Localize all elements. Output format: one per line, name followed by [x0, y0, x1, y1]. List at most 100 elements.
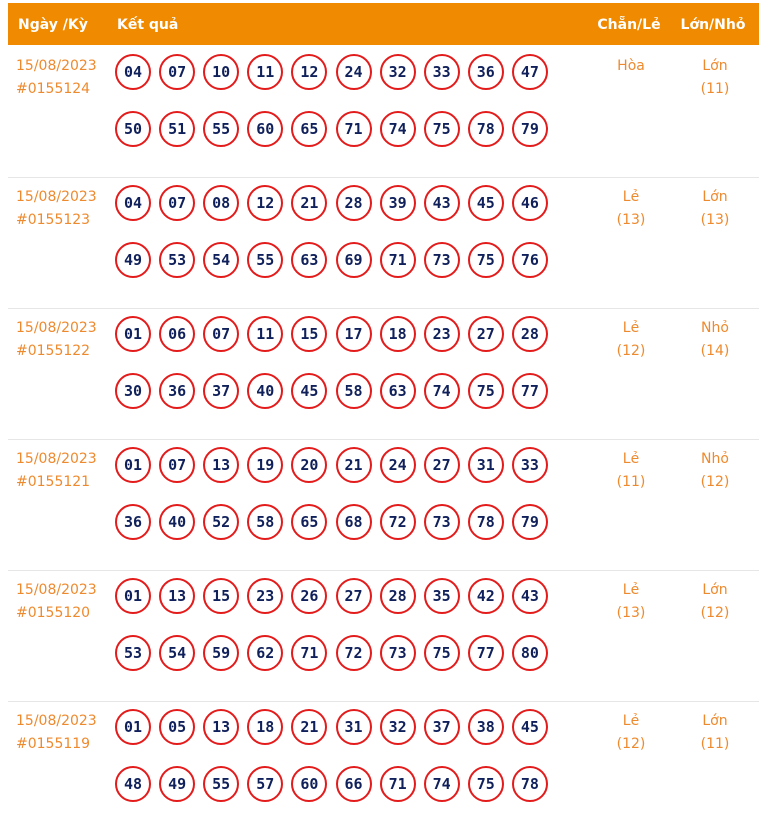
result-ball: 78	[467, 111, 504, 147]
result-ball: 38	[467, 709, 504, 745]
result-ball: 26	[291, 578, 328, 614]
result-ball: 57	[247, 766, 284, 802]
result-ball: 75	[467, 373, 504, 409]
result-ball: 36	[467, 54, 504, 90]
result-ball: 71	[379, 242, 416, 278]
result-ball: 75	[423, 635, 460, 671]
result-ball: 28	[511, 316, 548, 352]
result-ball: 20	[291, 447, 328, 483]
draw-id: #0155124	[16, 81, 91, 97]
result-ball: 48	[115, 766, 151, 802]
result-ball: 72	[335, 635, 372, 671]
result-ball: 74	[423, 373, 460, 409]
parity-label: Lẻ	[622, 582, 640, 598]
row-separator	[8, 308, 759, 309]
row-separator	[8, 439, 759, 440]
result-ball: 37	[423, 709, 460, 745]
draw-date: 15/08/2023	[16, 582, 97, 598]
result-ball: 07	[159, 54, 196, 90]
result-ball: 55	[247, 242, 284, 278]
result-ball: 15	[291, 316, 328, 352]
result-ball: 10	[203, 54, 240, 90]
result-ball: 04	[115, 54, 151, 90]
result-ball: 74	[379, 111, 416, 147]
draw-id: #0155122	[16, 343, 91, 359]
result-ball: 63	[291, 242, 328, 278]
result-ball: 23	[423, 316, 460, 352]
result-ball: 27	[423, 447, 460, 483]
result-ball: 73	[423, 504, 460, 540]
result-ball: 01	[115, 709, 151, 745]
size-label: Lớn	[702, 189, 728, 205]
parity-label: Lẻ	[622, 320, 640, 336]
size-count: (13)	[700, 212, 730, 228]
draw-id: #0155120	[16, 605, 91, 621]
result-ball: 65	[291, 504, 328, 540]
result-ball: 49	[159, 766, 196, 802]
result-ball: 71	[379, 766, 416, 802]
result-ball: 60	[247, 111, 284, 147]
result-ball: 65	[291, 111, 328, 147]
result-ball: 21	[291, 185, 328, 221]
parity-label: Hòa	[617, 58, 645, 74]
result-ball: 54	[159, 635, 196, 671]
result-ball: 33	[511, 447, 548, 483]
result-ball: 24	[379, 447, 416, 483]
result-ball: 59	[203, 635, 240, 671]
parity-count: (12)	[616, 736, 646, 752]
result-ball: 78	[511, 766, 548, 802]
result-ball: 07	[159, 447, 196, 483]
result-ball: 21	[335, 447, 372, 483]
result-ball: 45	[467, 185, 504, 221]
result-ball: 01	[115, 316, 151, 352]
result-ball: 52	[203, 504, 240, 540]
draw-date: 15/08/2023	[16, 58, 97, 74]
result-ball: 69	[335, 242, 372, 278]
result-ball: 79	[511, 111, 548, 147]
result-ball: 32	[379, 54, 416, 90]
size-label: Lớn	[702, 58, 728, 74]
result-ball: 75	[467, 766, 504, 802]
parity-count: (12)	[616, 343, 646, 359]
size-count: (11)	[700, 736, 730, 752]
result-ball: 40	[159, 504, 196, 540]
result-ball: 36	[115, 504, 151, 540]
result-ball: 32	[379, 709, 416, 745]
row-separator	[8, 701, 759, 702]
draw-id: #0155123	[16, 212, 91, 228]
result-ball: 05	[159, 709, 196, 745]
result-ball: 30	[115, 373, 151, 409]
result-ball: 73	[423, 242, 460, 278]
result-ball: 71	[335, 111, 372, 147]
result-ball: 54	[203, 242, 240, 278]
result-ball: 47	[511, 54, 548, 90]
draw-date: 15/08/2023	[16, 713, 97, 729]
result-ball: 45	[291, 373, 328, 409]
result-ball: 28	[335, 185, 372, 221]
result-ball: 79	[511, 504, 548, 540]
result-ball: 11	[247, 316, 284, 352]
result-ball: 28	[379, 578, 416, 614]
size-label: Lớn	[702, 713, 728, 729]
result-ball: 53	[115, 635, 151, 671]
result-ball: 68	[335, 504, 372, 540]
draw-date: 15/08/2023	[16, 320, 97, 336]
table-header: Ngày /Kỳ Kết quả Chẵn/Lẻ Lớn/Nhỏ	[8, 3, 759, 45]
result-ball: 15	[203, 578, 240, 614]
parity-label: Lẻ	[622, 189, 640, 205]
result-ball: 62	[247, 635, 284, 671]
result-ball: 37	[203, 373, 240, 409]
size-count: (11)	[700, 81, 730, 97]
result-ball: 31	[467, 447, 504, 483]
result-ball: 13	[203, 447, 240, 483]
result-ball: 40	[247, 373, 284, 409]
result-ball: 01	[115, 447, 151, 483]
size-count: (14)	[700, 343, 730, 359]
result-ball: 71	[291, 635, 328, 671]
result-ball: 73	[379, 635, 416, 671]
result-ball: 36	[159, 373, 196, 409]
result-ball: 50	[115, 111, 151, 147]
result-ball: 04	[115, 185, 151, 221]
result-ball: 12	[291, 54, 328, 90]
row-separator	[8, 570, 759, 571]
